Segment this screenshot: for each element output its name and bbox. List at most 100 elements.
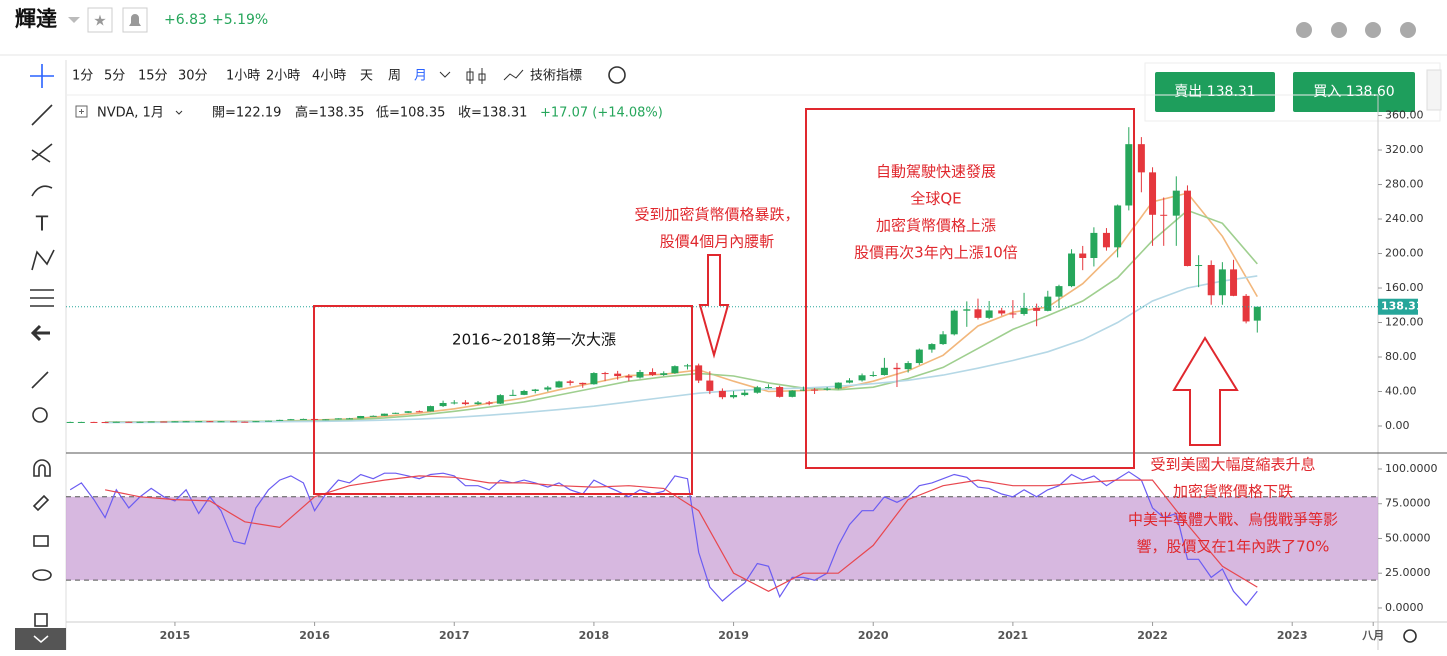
interval-option[interactable]: 月 bbox=[414, 69, 427, 84]
buy-label: 買入 138.60 bbox=[1313, 84, 1394, 100]
candle-body bbox=[415, 411, 423, 413]
candle-body bbox=[834, 382, 842, 389]
candle-body bbox=[334, 418, 342, 420]
candle-body bbox=[206, 421, 214, 423]
candle-body bbox=[182, 421, 190, 423]
candle-body bbox=[741, 392, 749, 396]
interval-option[interactable]: 1分 bbox=[72, 69, 93, 84]
candle-body bbox=[1207, 264, 1215, 296]
candle-body bbox=[147, 421, 155, 423]
candle-body bbox=[625, 376, 633, 378]
candle-body bbox=[566, 381, 574, 383]
price-change: +6.83 bbox=[164, 12, 207, 28]
interval-option[interactable]: 1小時 bbox=[226, 69, 260, 84]
candle-body bbox=[880, 367, 888, 376]
legend-change: +17.07 (+14.08%) bbox=[540, 106, 663, 121]
interval-option[interactable]: 30分 bbox=[178, 69, 208, 84]
symbol-title: 輝達 bbox=[15, 7, 57, 31]
icon[interactable] bbox=[1365, 22, 1381, 38]
last-price-box bbox=[1378, 298, 1418, 315]
indicators-button[interactable]: 技術指標 bbox=[530, 69, 582, 84]
x-tick-label: 2015 bbox=[160, 629, 191, 642]
candle-body bbox=[1253, 306, 1261, 321]
annotations: 2016~2018第一次大漲 受到加密貨幣價格暴跌， 股價4個月內腰斬 自動駕駛快速發… bbox=[452, 163, 1338, 556]
sell-button[interactable] bbox=[1155, 72, 1275, 112]
icon[interactable] bbox=[1331, 22, 1347, 38]
candle-body bbox=[369, 415, 377, 417]
y-tick-label: 320.00 bbox=[1385, 143, 1424, 156]
y-tick-label: 75.0000 bbox=[1385, 497, 1431, 510]
candle-body bbox=[799, 389, 807, 391]
legend-symbol: NVDA, 1月 bbox=[97, 106, 164, 121]
scrollbar[interactable] bbox=[1426, 69, 1442, 111]
candle-body bbox=[171, 421, 179, 423]
candle-body bbox=[496, 395, 504, 404]
axes: 0.00 40.00 80.00 120.00 160.00 200.00 240.00 28… bbox=[160, 109, 1438, 642]
candle-body bbox=[764, 387, 772, 389]
collapse-button[interactable] bbox=[15, 628, 66, 650]
candle-body bbox=[1125, 144, 1133, 206]
moving-average bbox=[105, 192, 1258, 423]
candle-body bbox=[90, 421, 98, 423]
interval-option[interactable]: 2小時 bbox=[266, 69, 300, 84]
dropdown[interactable] bbox=[68, 17, 80, 23]
price-change-percent: +5.19% bbox=[212, 12, 268, 28]
drawing-tools[interactable]: T bbox=[30, 64, 55, 627]
x-tick-label: 2017 bbox=[439, 629, 470, 642]
y-tick-label: 200.00 bbox=[1385, 247, 1424, 260]
price-pane bbox=[66, 127, 1378, 424]
down-arrow bbox=[698, 254, 730, 359]
x-tick-label: 2019 bbox=[718, 629, 749, 642]
interval-option[interactable]: 4小時 bbox=[312, 69, 346, 84]
plus bbox=[79, 109, 84, 114]
interval-option[interactable]: 天 bbox=[360, 69, 373, 84]
candle-body bbox=[845, 380, 853, 383]
icon[interactable] bbox=[1400, 22, 1416, 38]
buy-button[interactable] bbox=[1293, 72, 1415, 112]
candle-body bbox=[252, 421, 260, 423]
candle-body bbox=[195, 421, 203, 423]
interval-option[interactable]: 15分 bbox=[138, 69, 168, 84]
axis-settings[interactable] bbox=[1403, 629, 1417, 643]
settings-icon[interactable] bbox=[608, 66, 626, 84]
y-tick-label: 25.0000 bbox=[1385, 566, 1431, 579]
candle-body bbox=[590, 373, 598, 385]
candle-body bbox=[974, 309, 982, 318]
candle-body bbox=[1102, 232, 1110, 248]
candle-body bbox=[1195, 264, 1203, 267]
candle-body bbox=[474, 402, 482, 405]
candle-body bbox=[380, 413, 388, 416]
annotation-text: 中美半導體大戰、烏俄戰爭等影 bbox=[1128, 511, 1338, 529]
favorite-button[interactable] bbox=[87, 7, 113, 33]
legend-close: 收=138.31 bbox=[458, 106, 527, 121]
star-icon: ★ bbox=[93, 12, 106, 30]
y-tick-label: 50.0000 bbox=[1385, 531, 1431, 544]
candle-body bbox=[1218, 269, 1226, 296]
candle-body bbox=[1090, 232, 1098, 259]
moving-average bbox=[105, 275, 1258, 424]
candle-body bbox=[520, 390, 528, 395]
x-tick-label: 2020 bbox=[858, 629, 889, 642]
candle-body bbox=[1160, 214, 1168, 216]
legend-dropdown[interactable] bbox=[175, 110, 183, 115]
candle-body bbox=[485, 402, 493, 404]
interval-dropdown[interactable] bbox=[439, 71, 451, 78]
legend-high: 高=138.35 bbox=[295, 105, 364, 121]
chart-type-icon[interactable] bbox=[466, 68, 486, 84]
candle-body bbox=[998, 310, 1006, 314]
legend-toggle[interactable] bbox=[75, 105, 88, 118]
bell-icon bbox=[129, 14, 141, 26]
y-tick-label: 40.00 bbox=[1385, 385, 1417, 398]
y-tick-label: 240.00 bbox=[1385, 212, 1424, 225]
candle-body bbox=[66, 421, 74, 423]
candle-body bbox=[649, 372, 657, 375]
candle-body bbox=[893, 367, 901, 370]
interval-option[interactable]: 周 bbox=[388, 69, 401, 84]
candle-body bbox=[1033, 307, 1041, 311]
candle-body bbox=[1044, 296, 1052, 311]
candle-body bbox=[1068, 253, 1076, 287]
candle-body bbox=[636, 372, 644, 378]
interval-option[interactable]: 5分 bbox=[104, 69, 125, 84]
icon[interactable] bbox=[1296, 22, 1312, 38]
